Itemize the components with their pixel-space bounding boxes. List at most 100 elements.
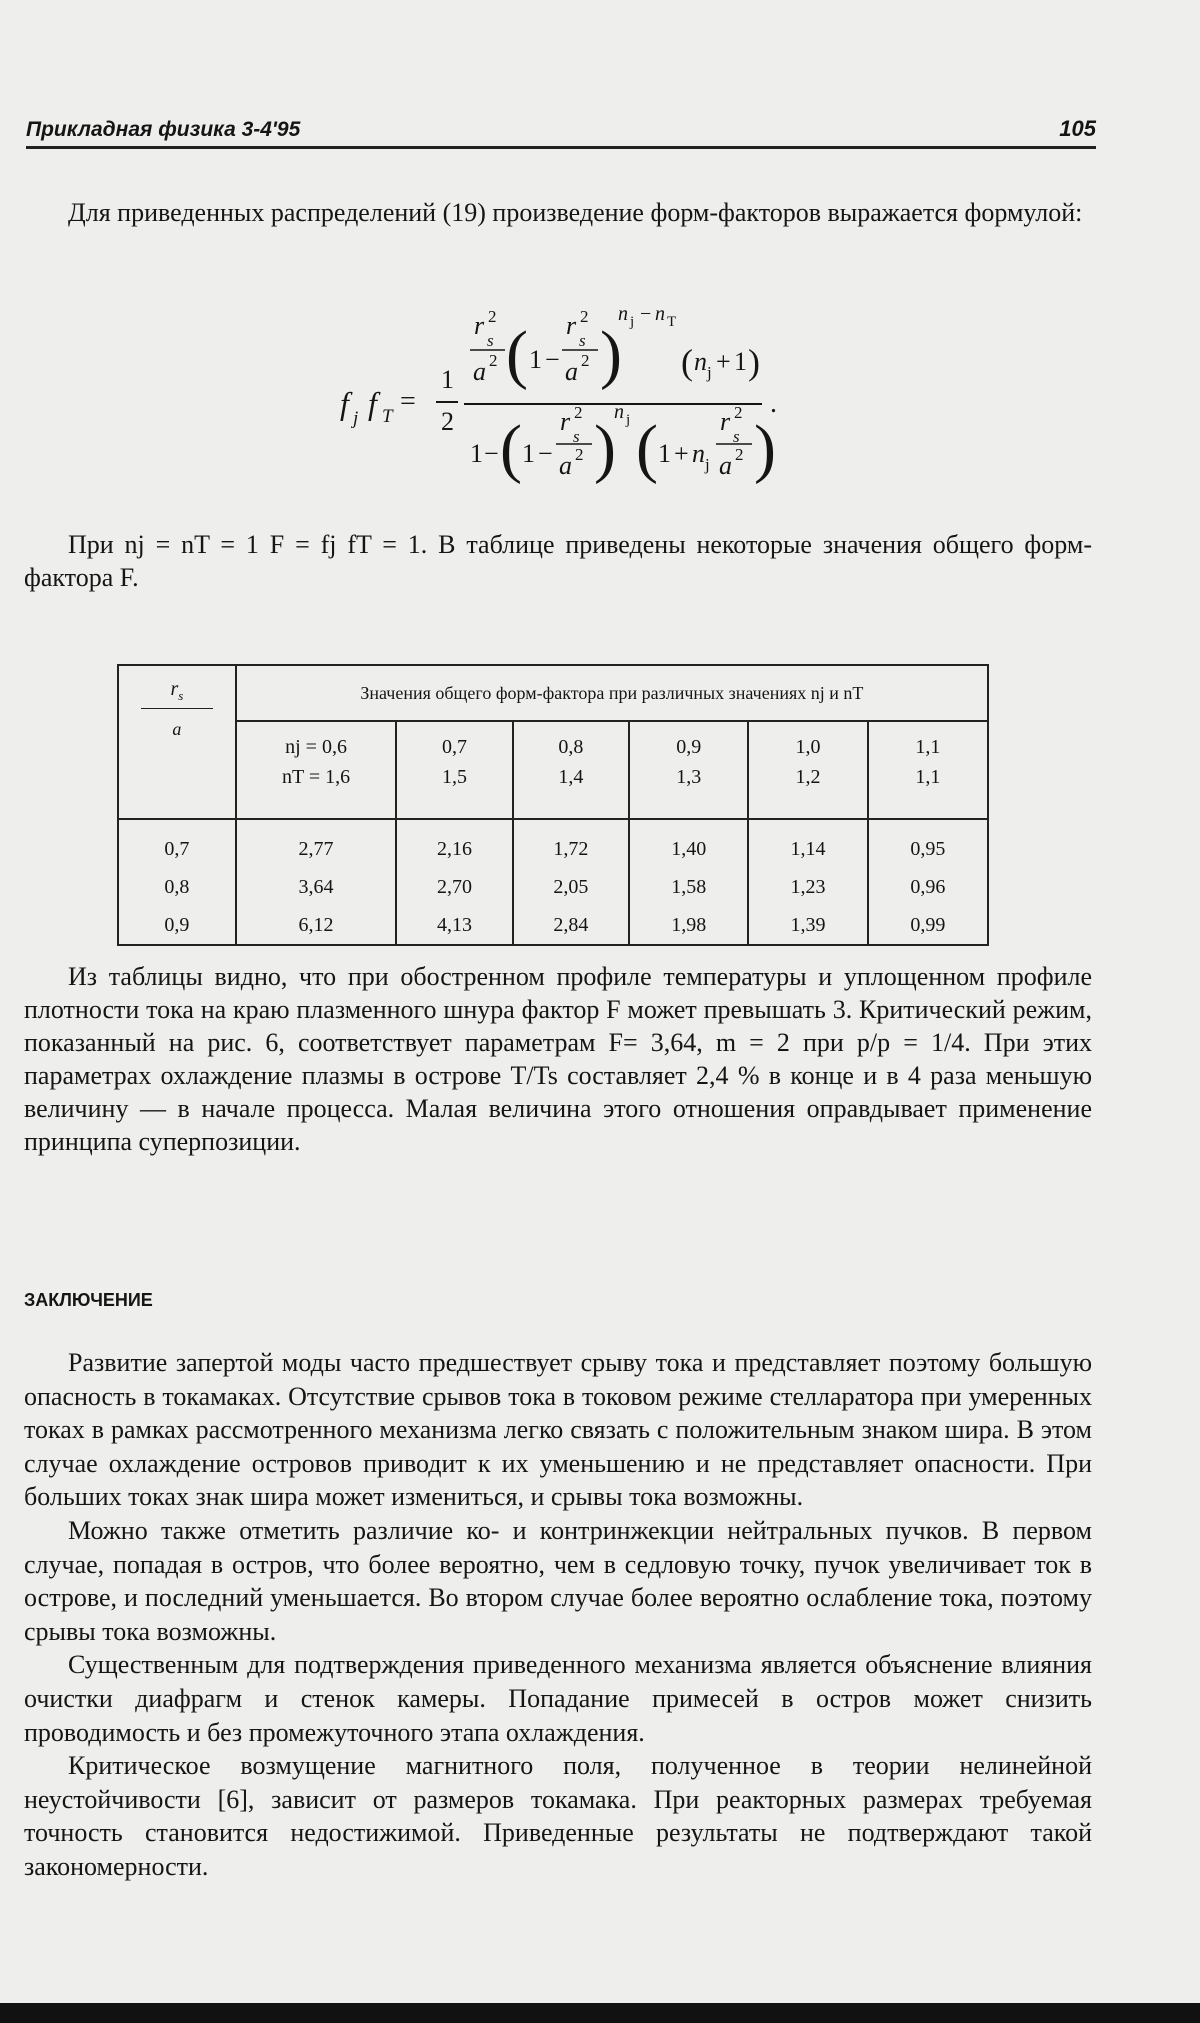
- formula-token: T: [382, 406, 394, 427]
- formula-token: 2: [488, 307, 497, 326]
- formula-token: .: [770, 388, 777, 419]
- formula-token: j: [704, 455, 710, 474]
- param-nt: nT = 1,6: [281, 766, 351, 788]
- param-nt: 1,4: [558, 766, 584, 788]
- table-cell: 1,98: [628, 906, 750, 945]
- formula-token: 2: [581, 351, 590, 370]
- parameter-cell: nj = 0,6 nT = 1,6: [234, 721, 398, 820]
- formula-token: T: [667, 314, 676, 330]
- parameter-cell: 1,0 1,2: [747, 721, 869, 820]
- formula-token: r: [720, 407, 731, 436]
- form-factor-table: rs a Значения общего форм-фактора при разл…: [117, 664, 990, 946]
- table-cell: 4,13: [395, 906, 514, 945]
- formula-token: (: [681, 342, 693, 382]
- formula-token: a: [473, 357, 486, 386]
- param-nj: 1,1: [915, 736, 941, 758]
- formula-token: −: [538, 439, 553, 468]
- param-nj: 0,8: [558, 736, 584, 758]
- row-label: 0,7: [117, 819, 237, 868]
- formula-token: 2: [441, 407, 454, 436]
- paragraph: Развитие запертой моды часто предшествуе…: [24, 1348, 1092, 1512]
- formula-token: +: [674, 439, 689, 468]
- header-row: rs a Значения общего форм-фактора при разл…: [117, 665, 990, 820]
- page-number: 105: [1059, 116, 1096, 141]
- formula-token: 2: [735, 445, 744, 464]
- running-header: Прикладная физика 3-4'95 105: [26, 112, 1096, 149]
- table-cell: 6,12: [234, 906, 398, 945]
- param-nt: 1,3: [676, 766, 702, 788]
- formula-token: s: [579, 331, 586, 350]
- table-cell: 1,23: [747, 868, 869, 906]
- paragraph: При nj = nT = 1 F = fj fT = 1. В таблице…: [24, 530, 1092, 592]
- formula-token: 1: [658, 439, 671, 468]
- formula-token: a: [719, 451, 732, 480]
- parameter-cell: 0,8 1,4: [511, 721, 631, 820]
- formula-token: j: [625, 412, 630, 428]
- formula-token: 2: [574, 403, 583, 422]
- corner-top: rs: [141, 666, 213, 709]
- formula-token: (: [500, 412, 522, 485]
- data-row: 0,9 6,12 4,13 2,84 1,98 1,39 0,99: [117, 906, 990, 945]
- formula-token: −: [484, 439, 499, 468]
- formula-token: n: [694, 347, 707, 376]
- formula-token: n: [692, 439, 705, 468]
- formula-token: 2: [580, 307, 589, 326]
- formula-token: =: [400, 386, 416, 417]
- conclusion-block: Развитие запертой моды часто предшествуе…: [24, 1346, 1092, 1884]
- table-body: rs a Значения общего форм-фактора при разл…: [117, 665, 990, 945]
- formula-token: n: [618, 303, 628, 325]
- table-cell: 2,16: [395, 819, 514, 868]
- formula-token: s: [733, 427, 740, 446]
- formula-token: r: [474, 311, 485, 340]
- table-cell: 1,72: [511, 819, 631, 868]
- paragraph: Критическое возмущение магнитного поля, …: [24, 1751, 1092, 1881]
- data-row: 0,7 2,77 2,16 1,72 1,40 1,14 0,95: [117, 819, 990, 868]
- row-label: 0,8: [117, 868, 237, 906]
- formula-token: f: [368, 385, 381, 421]
- section-heading: ЗАКЛЮЧЕНИЕ: [24, 1290, 153, 1310]
- table-cell: 0,99: [866, 906, 990, 945]
- formula-token: ): [748, 342, 760, 382]
- param-nt: 1,5: [441, 766, 467, 788]
- formula-token: 2: [575, 445, 584, 464]
- formula-token: 1: [529, 345, 542, 374]
- table-cell: 3,64: [234, 868, 398, 906]
- formula-token: (: [636, 412, 658, 485]
- param-nt: 1,2: [795, 766, 821, 788]
- formula-token: r: [560, 407, 571, 436]
- intro-block: Для приведенных распределений (19) произ…: [24, 196, 1092, 229]
- scan-edge: [0, 2003, 1200, 2023]
- param-nj: 0,7: [441, 736, 467, 758]
- table-cell: 1,58: [628, 868, 750, 906]
- param-nj: 1,0: [795, 736, 821, 758]
- table-cell: 2,05: [511, 868, 631, 906]
- formula-token: j: [706, 363, 712, 382]
- formula-token: s: [573, 427, 580, 446]
- formula-token: a: [565, 357, 578, 386]
- corner-cell: rs a: [117, 665, 237, 820]
- paragraph: Из таблицы видно, что при обостренном пр…: [24, 962, 1092, 1156]
- corner-symbol: r: [170, 678, 179, 700]
- formula-token: a: [559, 451, 572, 480]
- formula-token: 1: [470, 439, 483, 468]
- table-header: Значения общего форм-фактора при различн…: [234, 665, 990, 722]
- param-nj: 0,9: [676, 736, 702, 758]
- parameter-cell: 0,9 1,3: [628, 721, 750, 820]
- parameter-cell: 0,7 1,5: [395, 721, 514, 820]
- journal-title: Прикладная физика 3-4'95: [26, 118, 301, 141]
- paragraph: Существенным для подтверждения приведенн…: [24, 1650, 1092, 1747]
- formula-token: 1: [441, 365, 454, 394]
- param-nt: 1,1: [915, 766, 941, 788]
- table-cell: 2,84: [511, 906, 631, 945]
- table-cell: 1,39: [747, 906, 869, 945]
- formula-token: r: [566, 311, 577, 340]
- table-cell: 1,40: [628, 819, 750, 868]
- formula-token: f: [340, 385, 353, 421]
- formula-token: −: [545, 345, 560, 374]
- param-nj: nj = 0,6: [285, 736, 347, 758]
- formula-token: −: [640, 303, 651, 325]
- corner-subscript: s: [178, 688, 184, 703]
- parameter-cell: 1,1 1,1: [866, 721, 990, 820]
